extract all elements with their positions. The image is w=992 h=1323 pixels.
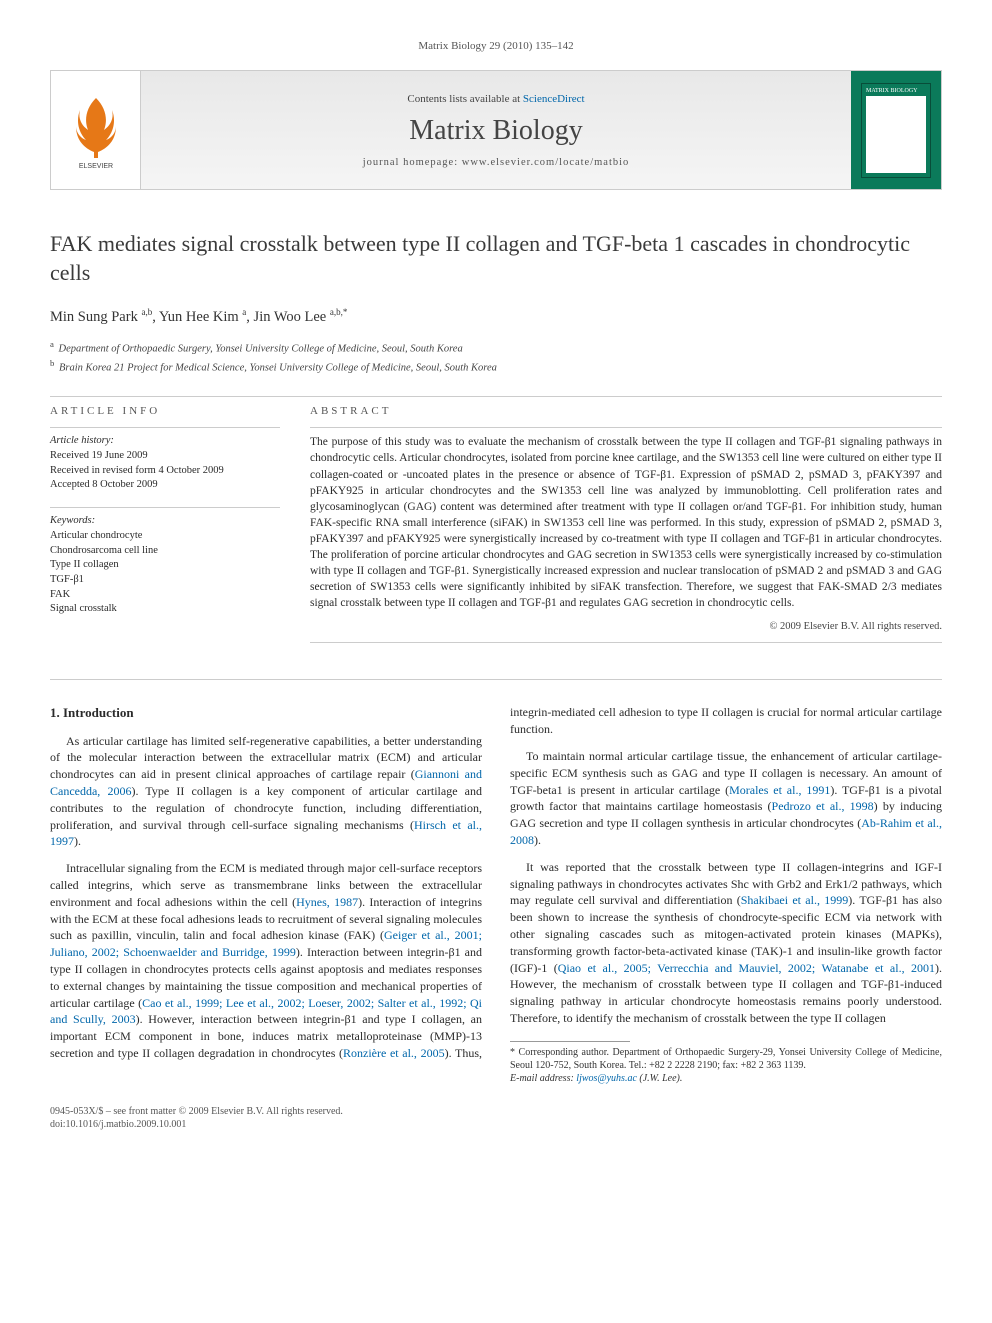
- journal-homepage: journal homepage: www.elsevier.com/locat…: [363, 157, 630, 168]
- keyword: Signal crosstalk: [50, 602, 280, 617]
- publisher-logo-cell: ELSEVIER: [51, 71, 141, 189]
- keyword: TGF-β1: [50, 573, 280, 588]
- abstract-copyright: © 2009 Elsevier B.V. All rights reserved…: [310, 621, 942, 632]
- affiliation: b Brain Korea 21 Project for Medical Sci…: [50, 357, 942, 376]
- keywords-title: Keywords:: [50, 514, 280, 529]
- divider: [50, 427, 280, 428]
- article-history: Article history: Received 19 June 2009 R…: [50, 434, 280, 493]
- citation-link[interactable]: Geiger et al., 2001; Juliano, 2002; Scho…: [50, 928, 482, 959]
- citation-link[interactable]: Shakibaei et al., 1999: [741, 893, 849, 907]
- author: Yun Hee Kim a: [159, 309, 246, 325]
- page-footer: 0945-053X/$ – see front matter © 2009 El…: [50, 1105, 942, 1131]
- cover-title: MATRIX BIOLOGY: [866, 88, 926, 94]
- citation-link[interactable]: Ab-Rahim et al., 2008: [510, 816, 942, 847]
- contents-line: Contents lists available at ScienceDirec…: [407, 93, 584, 105]
- homepage-url[interactable]: www.elsevier.com/locate/matbio: [462, 157, 630, 168]
- body-paragraph: As articular cartilage has limited self-…: [50, 733, 482, 851]
- journal-name: Matrix Biology: [409, 115, 582, 147]
- affiliation: a Department of Orthopaedic Surgery, Yon…: [50, 338, 942, 357]
- affiliations: a Department of Orthopaedic Surgery, Yon…: [50, 338, 942, 376]
- history-line: Received 19 June 2009: [50, 449, 280, 464]
- citation-link[interactable]: Giannoni and Cancedda, 2006: [50, 767, 482, 798]
- section-heading: 1. Introduction: [50, 704, 482, 722]
- info-abstract-row: ARTICLE INFO Article history: Received 1…: [50, 405, 942, 649]
- journal-cover-thumb: MATRIX BIOLOGY: [861, 83, 931, 178]
- article-info-column: ARTICLE INFO Article history: Received 1…: [50, 405, 280, 649]
- cover-image-placeholder: [866, 96, 926, 173]
- citation-link[interactable]: Cao et al., 1999; Lee et al., 2002; Loes…: [50, 996, 482, 1027]
- divider: [310, 642, 942, 643]
- author-list: Min Sung Park a,b, Yun Hee Kim a, Jin Wo…: [50, 307, 942, 326]
- issn-line: 0945-053X/$ – see front matter © 2009 El…: [50, 1105, 942, 1118]
- email-line: E-mail address: ljwos@yuhs.ac (J.W. Lee)…: [510, 1072, 942, 1085]
- citation-link[interactable]: Hynes, 1987: [296, 895, 358, 909]
- keyword: Articular chondrocyte: [50, 529, 280, 544]
- citation-link[interactable]: Morales et al., 1991: [729, 783, 830, 797]
- keyword: Type II collagen: [50, 558, 280, 573]
- homepage-prefix: journal homepage:: [363, 157, 462, 168]
- body-text: 1. Introduction As articular cartilage h…: [50, 704, 942, 1084]
- divider: [50, 396, 942, 397]
- keywords-block: Keywords: Articular chondrocyte Chondros…: [50, 514, 280, 617]
- abstract-column: ABSTRACT The purpose of this study was t…: [310, 405, 942, 649]
- journal-banner: ELSEVIER Contents lists available at Sci…: [50, 70, 942, 190]
- abstract-label: ABSTRACT: [310, 405, 942, 417]
- history-title: Article history:: [50, 434, 280, 449]
- article-info-label: ARTICLE INFO: [50, 405, 280, 417]
- citation-link[interactable]: Hirsch et al., 1997: [50, 818, 482, 849]
- citation-link[interactable]: Qiao et al., 2005; Verrecchia and Mauvie…: [558, 961, 935, 975]
- divider: [310, 427, 942, 428]
- author: Jin Woo Lee a,b,*: [254, 309, 348, 325]
- keyword: Chondrosarcoma cell line: [50, 544, 280, 559]
- citation-link[interactable]: Pedrozo et al., 1998: [772, 799, 874, 813]
- doi-line: doi:10.1016/j.matbio.2009.10.001: [50, 1118, 942, 1131]
- publisher-name: ELSEVIER: [78, 163, 112, 170]
- running-header: Matrix Biology 29 (2010) 135–142: [50, 40, 942, 52]
- citation-link[interactable]: Ronzière et al., 2005: [343, 1046, 445, 1060]
- author: Min Sung Park a,b: [50, 309, 152, 325]
- article-title: FAK mediates signal crosstalk between ty…: [50, 230, 942, 287]
- cover-cell: MATRIX BIOLOGY: [851, 71, 941, 189]
- corresponding-author-note: * Corresponding author. Department of Or…: [510, 1046, 942, 1072]
- elsevier-tree-icon: ELSEVIER: [66, 90, 126, 170]
- body-paragraph: It was reported that the crosstalk betwe…: [510, 859, 942, 1027]
- footnotes: * Corresponding author. Department of Or…: [510, 1041, 942, 1085]
- history-line: Received in revised form 4 October 2009: [50, 464, 280, 479]
- keyword: FAK: [50, 588, 280, 603]
- abstract-text: The purpose of this study was to evaluat…: [310, 434, 942, 611]
- sciencedirect-link[interactable]: ScienceDirect: [523, 93, 585, 105]
- body-paragraph: To maintain normal articular cartilage t…: [510, 748, 942, 849]
- banner-center: Contents lists available at ScienceDirec…: [141, 71, 851, 189]
- divider: [50, 507, 280, 508]
- email-link[interactable]: ljwos@yuhs.ac: [576, 1073, 637, 1084]
- contents-prefix: Contents lists available at: [407, 93, 522, 105]
- history-line: Accepted 8 October 2009: [50, 478, 280, 493]
- divider: [50, 679, 942, 680]
